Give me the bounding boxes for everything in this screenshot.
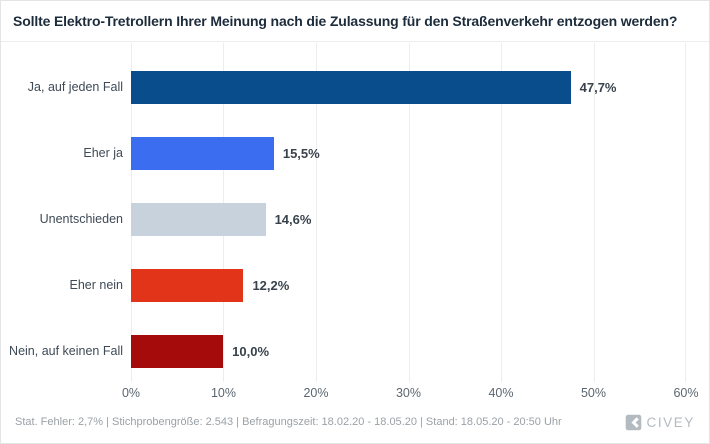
x-axis-ticks: 0% 10% 20% 30% 40% 50% 60% (122, 386, 699, 402)
gridline (500, 43, 502, 382)
survey-stats: Stat. Fehler: 2,7% | Stichprobengröße: 2… (15, 416, 562, 428)
x-axis-tick-label: 10% (210, 386, 237, 400)
bar (131, 268, 244, 302)
x-axis-tick-label: 50% (580, 386, 607, 400)
bar (131, 136, 274, 170)
bar-value-label: 15,5% (282, 145, 320, 161)
gridline (593, 43, 595, 382)
brand-name: CIVEY (646, 414, 695, 430)
bar-row: Nein, auf keinen Fall 10,0% (1, 318, 709, 384)
bar-category-label: Unentschieden (39, 211, 123, 226)
bar-value-label: 47,7% (579, 79, 617, 95)
bar-value-label: 10,0% (232, 343, 270, 359)
footer: Stat. Fehler: 2,7% | Stichprobengröße: 2… (1, 401, 709, 443)
gridline (408, 43, 410, 382)
x-axis-tick-label: 30% (395, 386, 422, 400)
bar-category-label: Nein, auf keinen Fall (9, 343, 123, 358)
bar-row: Eher nein 12,2% (1, 252, 709, 318)
bar-row: Unentschieden 14,6% (1, 186, 709, 252)
gridline (685, 43, 686, 382)
bar-category-label: Ja, auf jeden Fall (27, 79, 123, 94)
chart-title: Sollte Elektro-Tretrollern Ihrer Meinung… (13, 13, 678, 29)
civey-logo-icon (626, 414, 642, 430)
bar-row: Eher ja 15,5% (1, 120, 709, 186)
bar-value-label: 14,6% (274, 211, 312, 227)
title-bar: Sollte Elektro-Tretrollern Ihrer Meinung… (1, 1, 709, 42)
bar-track: 10,0% (131, 334, 684, 368)
bar-rows: Ja, auf jeden Fall 47,7% Eher ja 15,5% Unent… (1, 43, 709, 384)
bar-category-label: Eher ja (83, 145, 123, 160)
bar-value-label: 12,2% (252, 277, 290, 293)
bar-track: 15,5% (131, 136, 684, 170)
x-axis-tick-label: 40% (488, 386, 514, 400)
bar (131, 202, 266, 236)
bar-row: Ja, auf jeden Fall 47,7% (1, 54, 709, 120)
x-axis-tick-label: 60% (673, 386, 699, 400)
x-axis-tick-label: 0% (121, 386, 141, 400)
bar (131, 334, 224, 368)
bar-track: 47,7% (131, 70, 684, 104)
bar-category-label: Eher nein (69, 277, 123, 292)
gridline (315, 43, 317, 382)
bar (131, 70, 571, 104)
x-axis-tick-label: 20% (303, 386, 329, 400)
bar-track: 14,6% (131, 202, 684, 236)
brand-logo: CIVEY (625, 414, 695, 431)
bar-track: 12,2% (131, 268, 684, 302)
